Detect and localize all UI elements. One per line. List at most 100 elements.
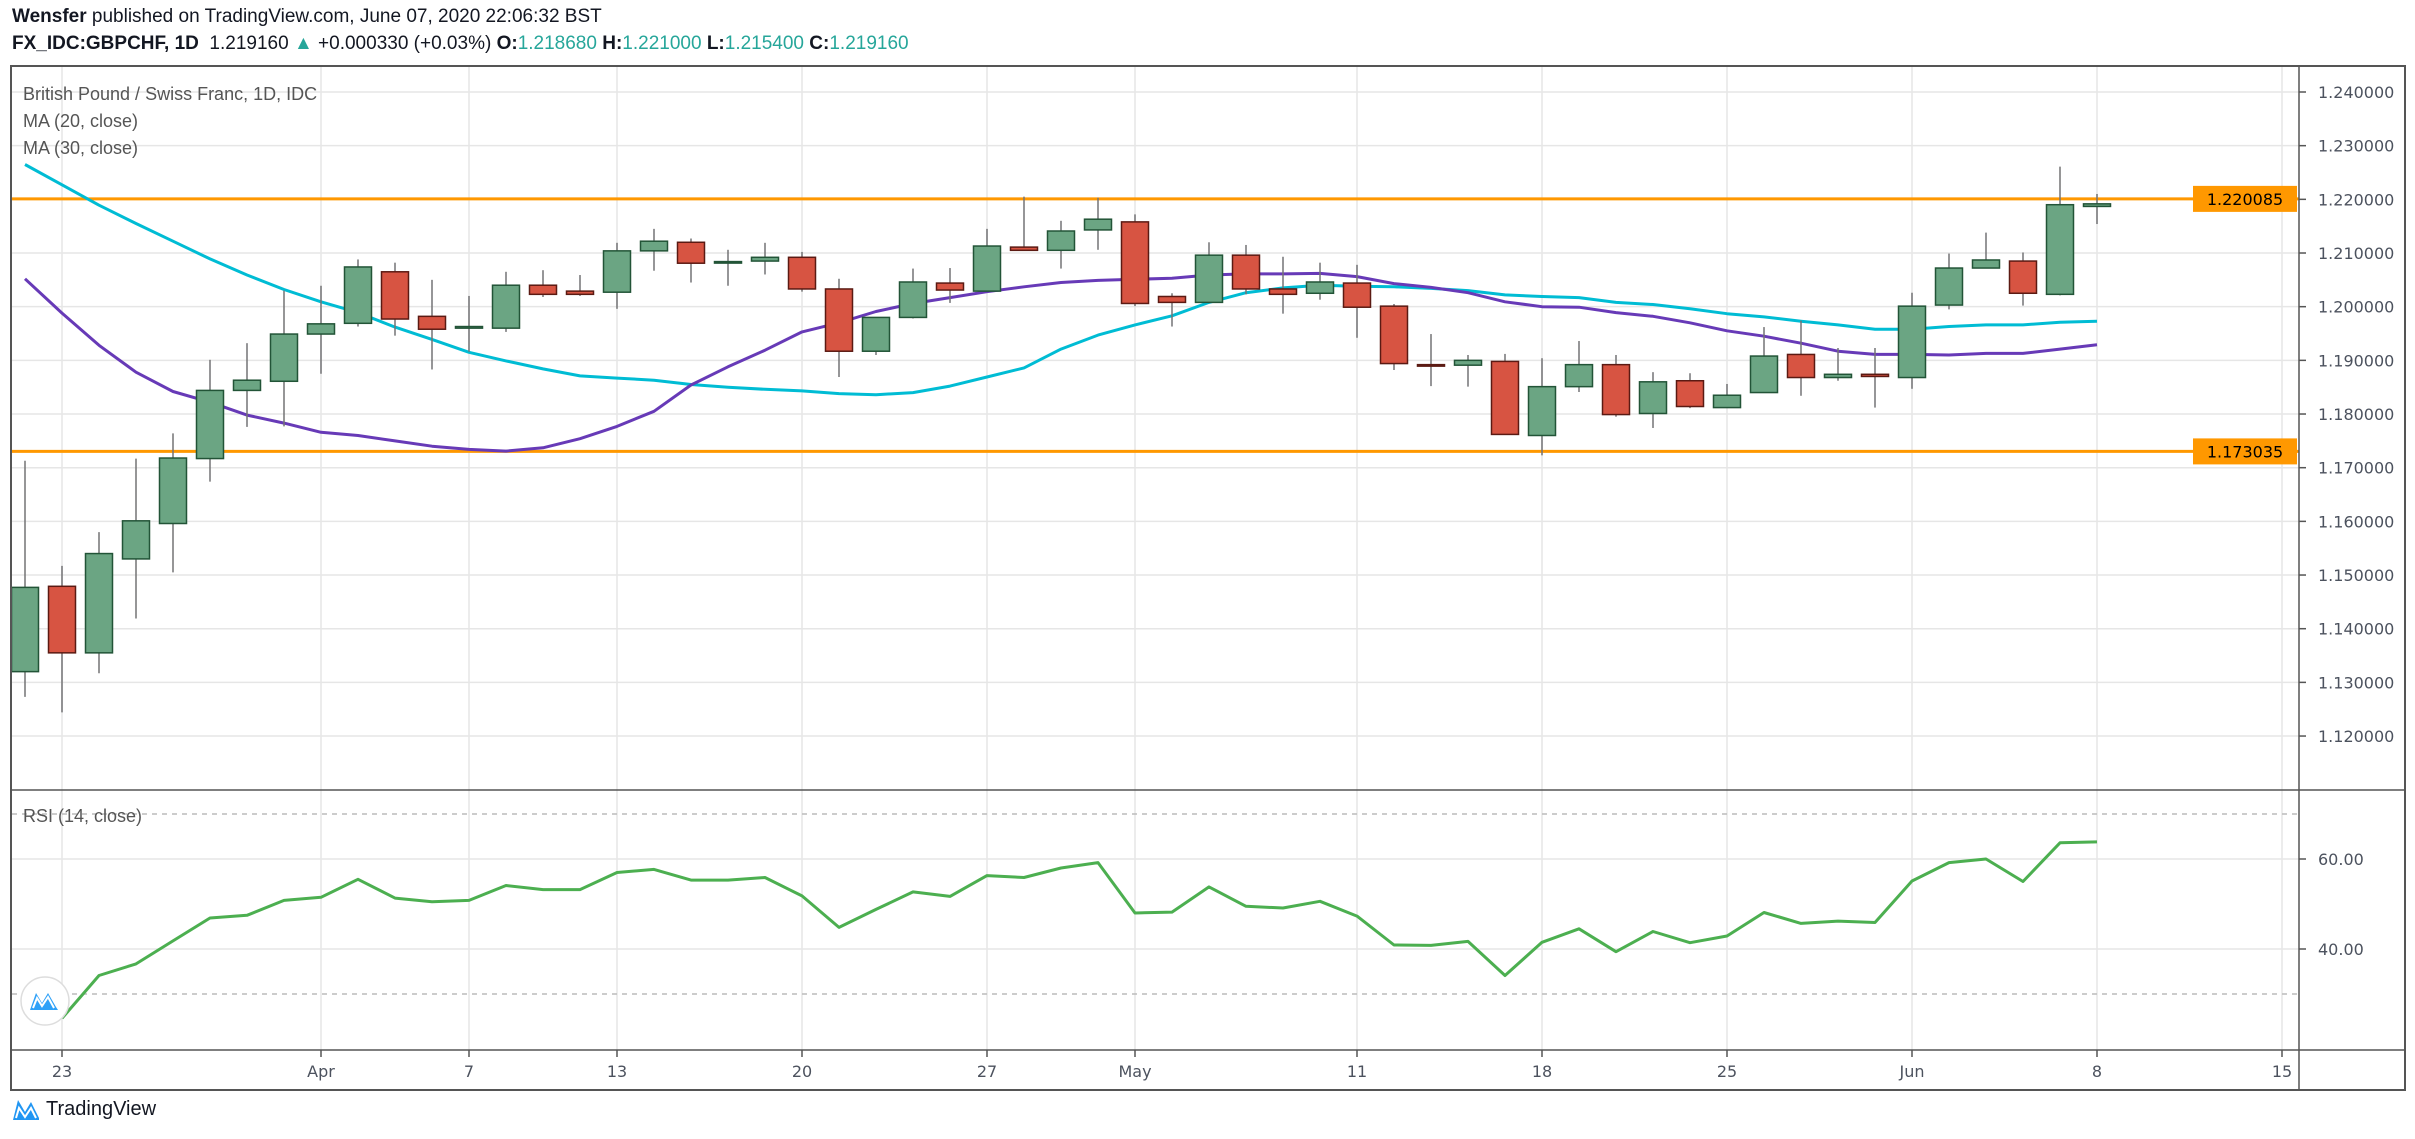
- candle-up[interactable]: [898, 268, 928, 319]
- candle-down[interactable]: [1342, 264, 1372, 338]
- candle-down[interactable]: [565, 275, 595, 296]
- candle-down[interactable]: [1860, 348, 1890, 408]
- rsi-axis[interactable]: 60.00 40.00: [2299, 850, 2364, 959]
- candle-up[interactable]: [1638, 372, 1668, 428]
- legend-ma20[interactable]: MA (20, close): [23, 111, 138, 131]
- candle-body: [1342, 282, 1372, 308]
- candle-down[interactable]: [1231, 244, 1261, 295]
- candle-down[interactable]: [1675, 373, 1705, 409]
- price-axis[interactable]: 1.120000 1.130000 1.140000 1.150000 1.160000…: [2299, 83, 2394, 746]
- candle-body: [1638, 381, 1668, 415]
- time-tick-label: 18: [1532, 1062, 1552, 1081]
- legend-symbol[interactable]: British Pound / Swiss Franc, 1D, IDC: [23, 84, 317, 104]
- price-tick-label: 1.160000: [2318, 512, 2394, 531]
- candle-up[interactable]: [1453, 354, 1483, 387]
- price-tick-label: 1.120000: [2318, 727, 2394, 746]
- level-price-label: 1.173035: [2207, 442, 2283, 461]
- candle-down[interactable]: [1120, 214, 1150, 307]
- time-tick-label: 11: [1347, 1062, 1367, 1081]
- candle-body: [1120, 221, 1150, 305]
- candle-down[interactable]: [1490, 353, 1520, 436]
- time-axis[interactable]: 23 Apr 7 13 20 27 May 11 18 25 Jun 8 15: [52, 1050, 2292, 1081]
- symbol-info: FX_IDC:GBPCHF, 1D 1.219160 ▲ +0.000330 (…: [12, 33, 909, 55]
- candle-down[interactable]: [1416, 334, 1446, 387]
- time-tick-label: 25: [1717, 1062, 1737, 1081]
- candle-up[interactable]: [1934, 253, 1964, 310]
- candle-up[interactable]: [1564, 341, 1594, 393]
- candle-up[interactable]: [1305, 262, 1335, 300]
- price-tick-label: 1.200000: [2318, 298, 2394, 317]
- candle-down[interactable]: [1379, 303, 1409, 371]
- candle-body: [343, 266, 373, 325]
- candle-up[interactable]: [1712, 383, 1742, 409]
- rsi-tick-label: 40.00: [2318, 940, 2364, 959]
- author-name[interactable]: Wensfer: [12, 6, 87, 27]
- candle-up[interactable]: [306, 285, 336, 374]
- candle-up[interactable]: [158, 433, 188, 573]
- candle-body: [121, 520, 151, 560]
- candle-up[interactable]: [1823, 348, 1853, 381]
- candle-up[interactable]: [2045, 166, 2075, 296]
- candle-up[interactable]: [602, 242, 632, 309]
- candle-body: [1194, 254, 1224, 304]
- price-tick-label: 1.170000: [2318, 459, 2394, 478]
- candle-up[interactable]: [121, 458, 151, 619]
- close-value: 1.219160: [829, 33, 909, 54]
- legend-rsi[interactable]: RSI (14, close): [23, 806, 142, 826]
- footer-brand[interactable]: TradingView: [12, 1096, 156, 1122]
- candle-body: [1564, 363, 1594, 388]
- candle-down[interactable]: [380, 262, 410, 336]
- candle-down[interactable]: [1601, 354, 1631, 417]
- candle-down[interactable]: [1009, 196, 1039, 252]
- candle-up[interactable]: [343, 259, 373, 327]
- candle-up[interactable]: [195, 359, 225, 482]
- candle-down[interactable]: [935, 268, 965, 303]
- candle-down[interactable]: [1268, 256, 1298, 314]
- candle-body: [306, 323, 336, 335]
- candle-down[interactable]: [824, 278, 854, 377]
- candle-down[interactable]: [528, 270, 558, 298]
- candle-up[interactable]: [454, 295, 484, 352]
- candle-down[interactable]: [417, 279, 447, 370]
- candle-up[interactable]: [1083, 197, 1113, 250]
- candle-up[interactable]: [1527, 358, 1557, 456]
- price-tick-label: 1.240000: [2318, 83, 2394, 102]
- candle-down[interactable]: [47, 565, 77, 713]
- price-tick-label: 1.140000: [2318, 620, 2394, 639]
- candle-up[interactable]: [1046, 220, 1076, 269]
- candle-up[interactable]: [12, 460, 40, 697]
- ma20-line[interactable]: [23, 271, 2098, 453]
- candle-body: [1231, 254, 1261, 290]
- candle-up[interactable]: [1971, 232, 2001, 269]
- level-price-tag: [2193, 438, 2297, 465]
- candle-up[interactable]: [1194, 242, 1224, 304]
- candle-up[interactable]: [2082, 193, 2112, 225]
- candle-body: [1675, 379, 1705, 408]
- triangle-up-icon: ▲: [293, 33, 313, 54]
- price-tick-label: 1.230000: [2318, 137, 2394, 156]
- candle-down[interactable]: [676, 238, 706, 283]
- candle-down[interactable]: [2008, 252, 2038, 306]
- candle-up[interactable]: [232, 343, 262, 427]
- candle-down[interactable]: [787, 251, 817, 292]
- candle-up[interactable]: [84, 532, 114, 674]
- candle-up[interactable]: [639, 228, 669, 271]
- candle-up[interactable]: [491, 271, 521, 332]
- candle-down[interactable]: [1157, 293, 1187, 327]
- rsi-line[interactable]: [60, 840, 2098, 1020]
- candle-down[interactable]: [1786, 320, 1816, 396]
- candle-up[interactable]: [750, 242, 780, 275]
- candle-up[interactable]: [1749, 327, 1779, 394]
- time-tick-label: 15: [2272, 1062, 2292, 1081]
- candle-up[interactable]: [269, 290, 299, 427]
- price-tick-label: 1.130000: [2318, 673, 2394, 692]
- candle-up[interactable]: [1897, 292, 1927, 389]
- time-tick-label: 20: [792, 1062, 812, 1081]
- candle-body: [565, 290, 595, 296]
- candle-up[interactable]: [713, 249, 743, 286]
- candle-up[interactable]: [972, 228, 1002, 292]
- candle-body: [528, 284, 558, 296]
- candle-up[interactable]: [861, 316, 891, 355]
- legend-ma30[interactable]: MA (30, close): [23, 138, 138, 158]
